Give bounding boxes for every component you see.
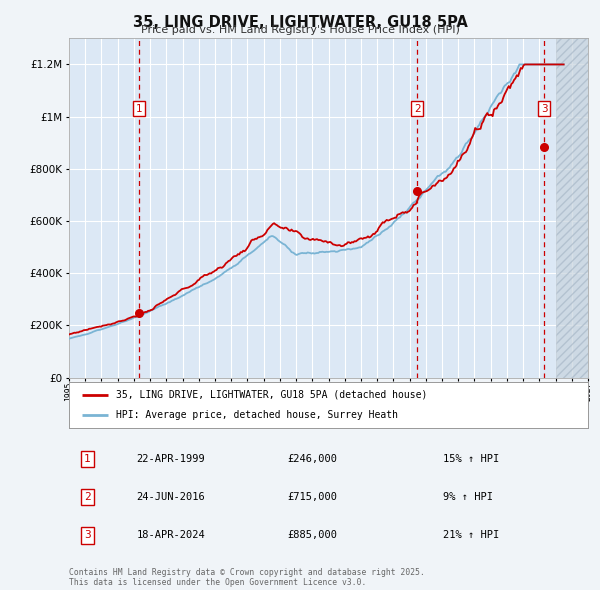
Text: 2: 2 xyxy=(84,492,91,502)
Text: 35, LING DRIVE, LIGHTWATER, GU18 5PA (detached house): 35, LING DRIVE, LIGHTWATER, GU18 5PA (de… xyxy=(116,389,427,399)
Text: Price paid vs. HM Land Registry's House Price Index (HPI): Price paid vs. HM Land Registry's House … xyxy=(140,25,460,35)
Text: 15% ↑ HPI: 15% ↑ HPI xyxy=(443,454,499,464)
Text: 1: 1 xyxy=(136,104,142,114)
Text: 9% ↑ HPI: 9% ↑ HPI xyxy=(443,492,493,502)
Text: £715,000: £715,000 xyxy=(287,492,337,502)
Bar xyxy=(556,38,588,378)
Text: 21% ↑ HPI: 21% ↑ HPI xyxy=(443,530,499,540)
Text: 18-APR-2024: 18-APR-2024 xyxy=(136,530,205,540)
Text: 3: 3 xyxy=(84,530,91,540)
Text: £246,000: £246,000 xyxy=(287,454,337,464)
Text: 22-APR-1999: 22-APR-1999 xyxy=(136,454,205,464)
Text: 35, LING DRIVE, LIGHTWATER, GU18 5PA: 35, LING DRIVE, LIGHTWATER, GU18 5PA xyxy=(133,15,467,30)
Text: 2: 2 xyxy=(414,104,421,114)
Text: 3: 3 xyxy=(541,104,548,114)
Text: £885,000: £885,000 xyxy=(287,530,337,540)
Text: 1: 1 xyxy=(84,454,91,464)
Text: HPI: Average price, detached house, Surrey Heath: HPI: Average price, detached house, Surr… xyxy=(116,410,398,420)
Text: Contains HM Land Registry data © Crown copyright and database right 2025.
This d: Contains HM Land Registry data © Crown c… xyxy=(69,568,425,587)
Text: 24-JUN-2016: 24-JUN-2016 xyxy=(136,492,205,502)
